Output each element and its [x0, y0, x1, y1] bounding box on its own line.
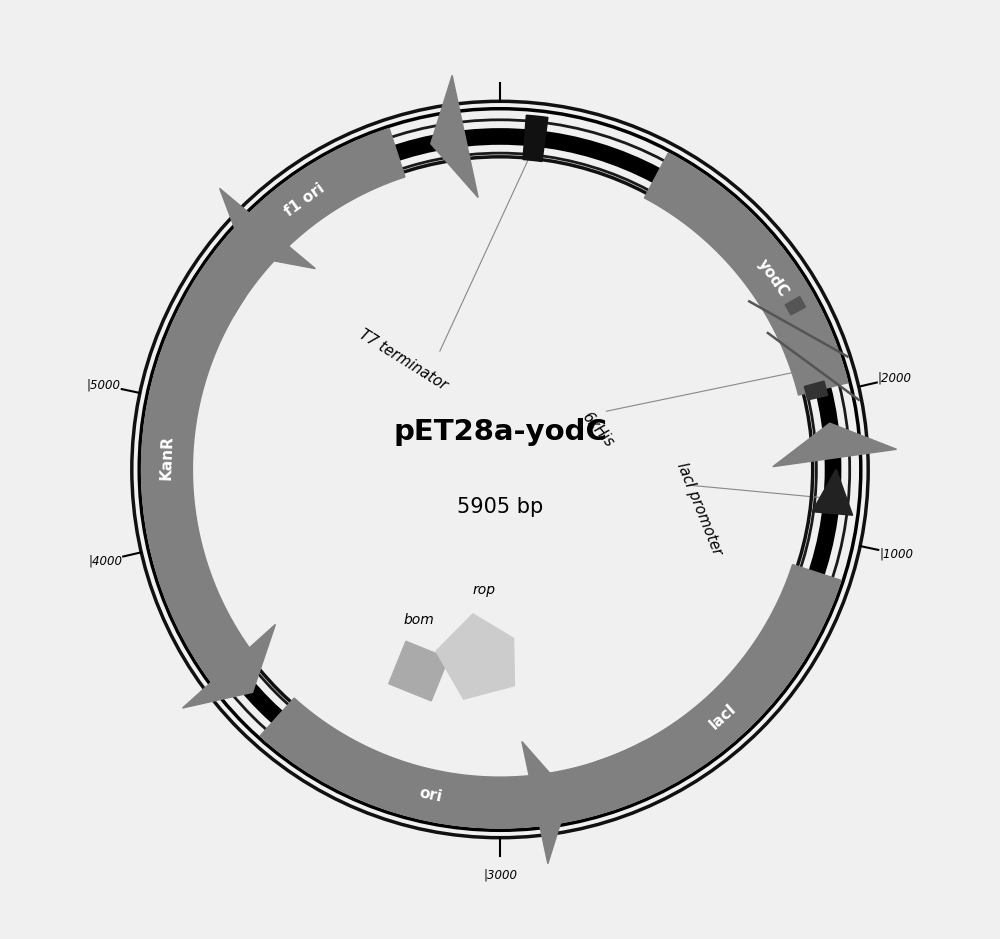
Text: |3000: |3000	[483, 869, 517, 881]
Polygon shape	[436, 614, 515, 700]
Polygon shape	[595, 564, 841, 810]
Polygon shape	[644, 153, 848, 395]
Text: rop: rop	[473, 583, 496, 596]
Polygon shape	[431, 75, 478, 197]
Polygon shape	[773, 423, 897, 467]
Text: ori: ori	[418, 786, 444, 805]
Text: |2000: |2000	[878, 372, 912, 385]
Text: lacI: lacI	[707, 701, 739, 732]
Polygon shape	[523, 115, 548, 162]
Text: yodC: yodC	[755, 257, 791, 300]
Polygon shape	[522, 742, 569, 864]
Text: f1 ori: f1 ori	[281, 180, 327, 220]
Text: 5905 bp: 5905 bp	[457, 497, 543, 516]
Text: |5000: |5000	[87, 378, 121, 392]
Polygon shape	[260, 698, 668, 828]
Text: bom: bom	[403, 613, 434, 627]
Text: KanR: KanR	[159, 436, 175, 481]
Polygon shape	[804, 381, 828, 400]
Text: |1000: |1000	[879, 547, 913, 561]
Polygon shape	[196, 165, 804, 774]
Text: pET28a-yodC: pET28a-yodC	[393, 419, 607, 447]
Polygon shape	[190, 129, 405, 316]
Text: T7 terminator: T7 terminator	[356, 328, 450, 393]
Text: 6xHis: 6xHis	[578, 409, 616, 450]
Polygon shape	[183, 624, 275, 708]
Polygon shape	[785, 297, 805, 315]
Polygon shape	[389, 641, 448, 700]
Text: lacI promoter: lacI promoter	[674, 460, 724, 557]
Polygon shape	[812, 470, 853, 516]
Polygon shape	[220, 189, 315, 269]
Circle shape	[197, 166, 803, 773]
Polygon shape	[142, 269, 258, 690]
Text: |4000: |4000	[88, 554, 122, 567]
